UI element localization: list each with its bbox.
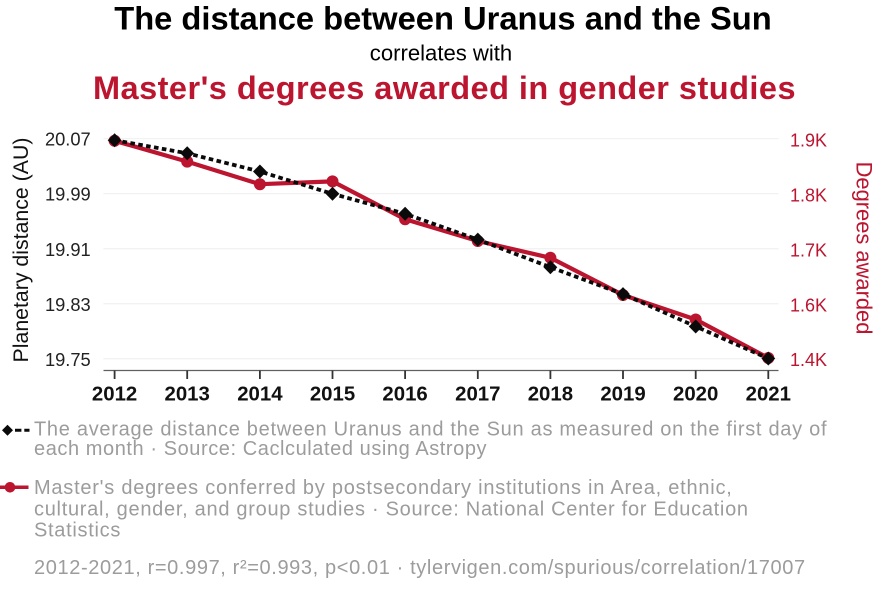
svg-text:20.07: 20.07: [45, 129, 91, 150]
svg-text:2012: 2012: [92, 383, 137, 405]
svg-text:Planetary distance (AU): Planetary distance (AU): [9, 138, 33, 363]
svg-text:Degrees awarded: Degrees awarded: [852, 162, 877, 335]
svg-text:correlates with: correlates with: [370, 41, 512, 66]
svg-text:The distance between Uranus an: The distance between Uranus and the Sun: [114, 0, 772, 37]
svg-text:Master's degrees conferred by: Master's degrees conferred by postsecond…: [34, 477, 733, 499]
svg-text:2013: 2013: [165, 383, 210, 405]
svg-text:2012-2021, r=0.997, r²=0.993,: 2012-2021, r=0.997, r²=0.993, p<0.01 · t…: [34, 557, 806, 579]
svg-text:2019: 2019: [600, 383, 645, 405]
svg-text:19.75: 19.75: [45, 349, 91, 370]
svg-text:2015: 2015: [310, 383, 355, 405]
svg-text:Master's degrees awarded in ge: Master's degrees awarded in gender studi…: [93, 70, 796, 106]
svg-text:each month · Source: Caclculat: each month · Source: Caclculated using A…: [34, 438, 487, 460]
svg-text:1.8K: 1.8K: [790, 185, 827, 205]
svg-text:The average distance between U: The average distance between Uranus and …: [34, 419, 827, 441]
svg-text:1.9K: 1.9K: [790, 130, 827, 150]
svg-text:1.7K: 1.7K: [790, 240, 827, 260]
svg-text:2018: 2018: [528, 383, 573, 405]
svg-text:Statistics: Statistics: [34, 520, 121, 542]
svg-text:1.4K: 1.4K: [790, 350, 827, 370]
svg-text:19.83: 19.83: [45, 294, 91, 315]
svg-text:19.91: 19.91: [45, 239, 91, 260]
svg-text:2017: 2017: [455, 383, 500, 405]
svg-text:cultural, gender, and group st: cultural, gender, and group studies · So…: [34, 498, 749, 520]
svg-text:2014: 2014: [237, 383, 283, 405]
svg-text:2016: 2016: [382, 383, 427, 405]
svg-text:2021: 2021: [746, 383, 791, 405]
svg-text:2020: 2020: [673, 383, 718, 405]
svg-text:19.99: 19.99: [45, 184, 91, 205]
svg-text:1.6K: 1.6K: [790, 295, 827, 315]
